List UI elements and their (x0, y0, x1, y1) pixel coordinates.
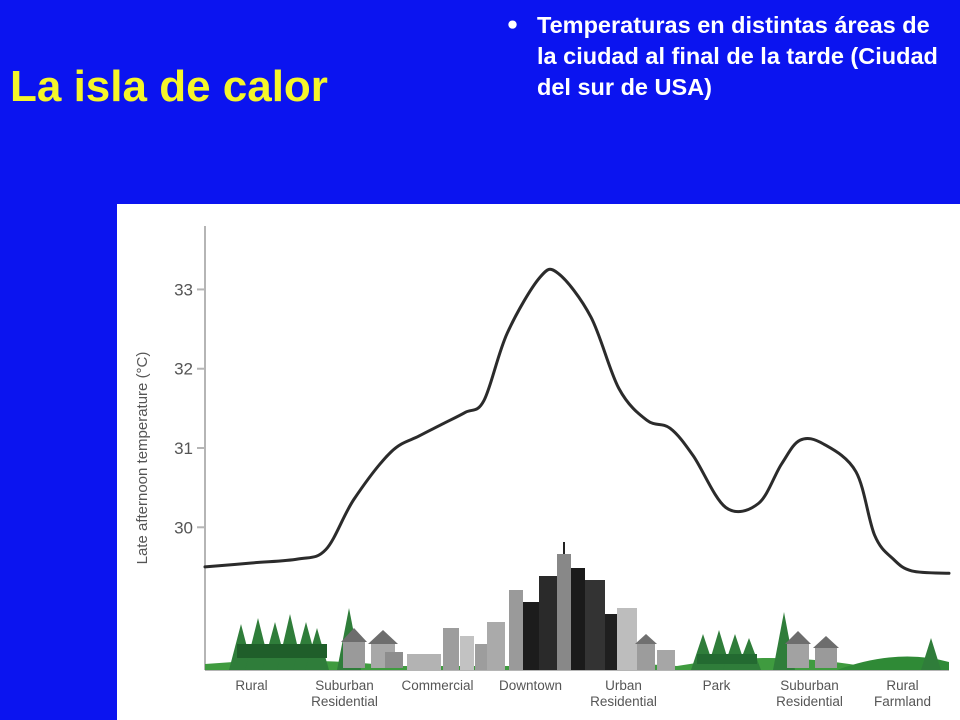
suburban-houses-2 (773, 612, 839, 670)
x-category-label: Downtown (499, 678, 562, 693)
x-category-label: Rural (235, 678, 267, 693)
y-ticks: 30 31 32 33 (174, 280, 205, 537)
farmland-tree (921, 638, 941, 670)
y-tick-label: 33 (174, 280, 193, 299)
heat-island-chart: Late afternoon temperature (°C) 30 31 32 33… (134, 226, 951, 709)
temperature-line (203, 267, 951, 575)
y-tick-label: 30 (174, 518, 193, 537)
y-axis-label: Late afternoon temperature (°C) (134, 352, 151, 565)
x-category-label: Commercial (401, 678, 473, 693)
park-trees (691, 630, 761, 670)
x-category-labels: Rural Suburban Residential Commercial Downto… (235, 678, 931, 709)
downtown-skyline (509, 542, 619, 670)
x-category-label: Suburban Residential (311, 678, 378, 709)
y-tick-label: 31 (174, 439, 193, 458)
suburban-houses (337, 608, 403, 670)
x-category-label: Suburban Residential (776, 678, 843, 709)
x-category-label: Park (703, 678, 731, 693)
farmland-hill (837, 656, 949, 670)
chart-panel: Late afternoon temperature (°C) 30 31 32 33… (117, 204, 960, 720)
x-category-label: Rural Farmland (874, 678, 931, 709)
rural-trees (229, 614, 329, 670)
y-tick-label: 32 (174, 360, 193, 379)
bullet-text: Temperaturas en distintas áreas de la ci… (537, 12, 938, 100)
x-category-label: Urban Residential (590, 678, 657, 709)
urban-residential-buildings (617, 608, 675, 670)
bullet-icon: • (505, 11, 521, 39)
skyline-illustration (205, 542, 949, 670)
slide-title: La isla de calor (10, 62, 328, 111)
commercial-buildings (407, 622, 505, 670)
